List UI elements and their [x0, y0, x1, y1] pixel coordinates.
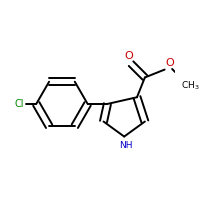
Text: CH$_3$: CH$_3$ — [181, 79, 200, 92]
Text: O: O — [125, 51, 133, 61]
Text: O: O — [166, 58, 174, 68]
Text: Cl: Cl — [15, 99, 24, 109]
Text: NH: NH — [119, 141, 133, 150]
